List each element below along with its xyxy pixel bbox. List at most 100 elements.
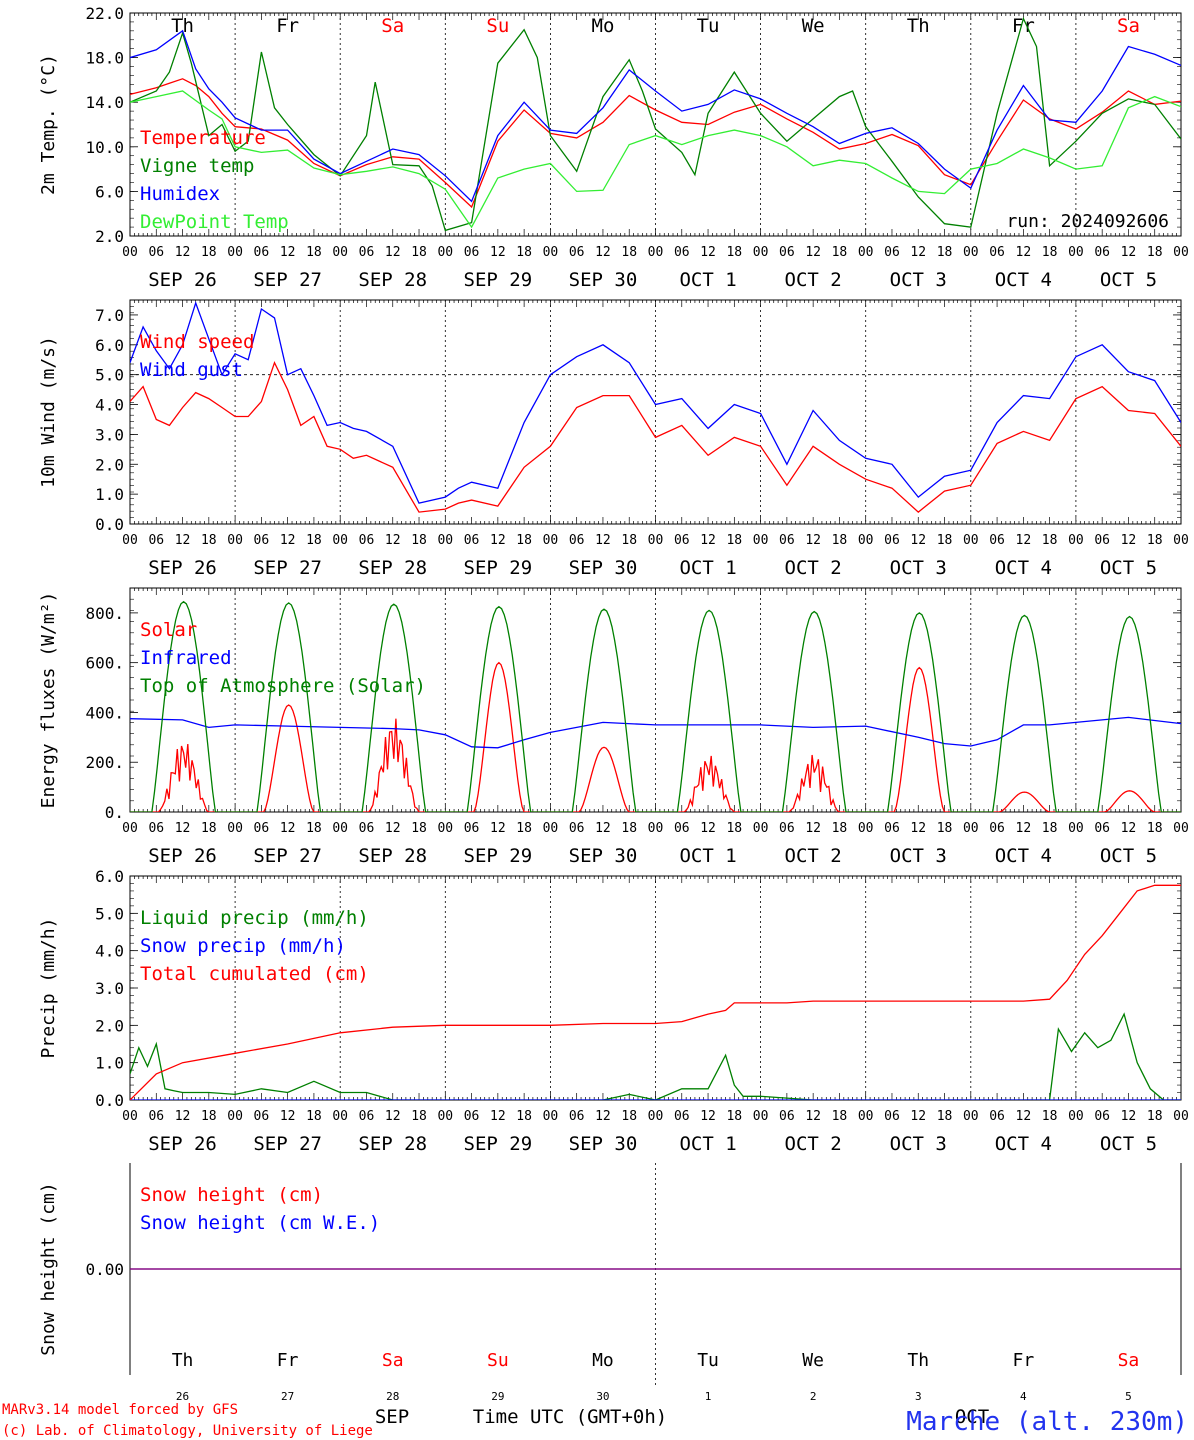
hour-label: 18 (621, 245, 637, 260)
day-of-week-label: Sa (381, 15, 404, 37)
hour-label: 00 (858, 821, 874, 836)
y-tick-label: 0. (105, 803, 124, 822)
date-label: OCT 1 (679, 1133, 736, 1155)
day-of-week-label: Su (487, 1350, 509, 1371)
legend-entry: Solar (140, 619, 197, 641)
day-of-week-label: Su (486, 15, 509, 37)
hour-label: 06 (254, 533, 270, 548)
date-label: OCT 1 (679, 557, 736, 579)
series-line-infrared (130, 716, 1181, 749)
date-label: OCT 2 (785, 269, 842, 291)
date-label: SEP 26 (148, 1133, 217, 1155)
hour-label: 00 (1068, 821, 1084, 836)
hour-label: 00 (332, 821, 348, 836)
hour-label: 06 (1094, 533, 1110, 548)
hour-label: 12 (700, 1109, 716, 1124)
hour-label: 12 (910, 533, 926, 548)
hour-label: 12 (1121, 533, 1137, 548)
y-tick-label: 5.0 (95, 904, 124, 923)
hour-label: 18 (832, 245, 848, 260)
hour-label: 18 (726, 1109, 742, 1124)
hour-label: 00 (543, 245, 559, 260)
date-label: SEP 30 (569, 269, 638, 291)
hour-label: 06 (884, 1109, 900, 1124)
series-line-vigne-temp (130, 16, 1181, 232)
panel-wind: 0.0 1.0 2.0 3.0 4.0 5.0 6.0 7.0 10m Wind (m/s) 00… (38, 299, 1189, 579)
series-line-top-of-atmosphere-solar- (130, 600, 1181, 812)
y-tick-label: 6.0 (95, 867, 124, 886)
series-group (130, 300, 1181, 513)
hour-label: 06 (779, 1109, 795, 1124)
day-number-label: 2 (810, 1390, 817, 1403)
hour-label: 00 (227, 533, 243, 548)
date-label: OCT 1 (679, 845, 736, 867)
series-line-liquid-precip-mm-h- (130, 1012, 1181, 1100)
series-line-total-cumulated-cm- (130, 884, 1181, 1100)
date-label: OCT 4 (995, 1133, 1052, 1155)
hour-label: 18 (1147, 245, 1163, 260)
hour-label: 12 (1016, 533, 1032, 548)
panel-precip: 0.0 1.0 2.0 3.0 4.0 5.0 6.0 Precip (mm/h) 00 06 12… (38, 867, 1189, 1155)
hour-label: 18 (832, 533, 848, 548)
hour-label: 12 (700, 245, 716, 260)
y-tick-label: 10.0 (85, 138, 124, 157)
day-of-week-label: Th (171, 15, 194, 37)
date-label: SEP 30 (569, 1133, 638, 1155)
hour-label: 06 (464, 245, 480, 260)
hour-label: 00 (753, 1109, 769, 1124)
day-number-label: 29 (491, 1390, 504, 1403)
date-label: OCT 3 (890, 845, 947, 867)
legend-entry: Total cumulated (cm) (140, 963, 369, 985)
hour-label: 06 (148, 821, 164, 836)
series-line-wind-gust (130, 300, 1181, 504)
hour-label: 12 (175, 821, 191, 836)
hour-label: 12 (1121, 1109, 1137, 1124)
hour-label: 18 (1042, 1109, 1058, 1124)
hour-label: 18 (201, 533, 217, 548)
hour-label: 00 (753, 533, 769, 548)
day-number-label: 3 (915, 1390, 922, 1403)
hour-label: 06 (359, 245, 375, 260)
hour-label: 00 (648, 821, 664, 836)
hour-label: 12 (280, 1109, 296, 1124)
hour-label: 00 (963, 1109, 979, 1124)
hour-label: 06 (359, 1109, 375, 1124)
date-label: SEP 29 (464, 845, 533, 867)
hour-label: 18 (201, 1109, 217, 1124)
hour-label: 00 (753, 245, 769, 260)
hour-label: 12 (595, 533, 611, 548)
hour-label: 12 (385, 821, 401, 836)
hour-label: 12 (910, 245, 926, 260)
hour-label: 12 (1016, 245, 1032, 260)
date-label: SEP 26 (148, 845, 217, 867)
legend-entry: Infrared (140, 647, 232, 669)
day-of-week-label: Fr (1013, 1350, 1035, 1371)
y-tick-label: 22.0 (85, 4, 124, 23)
legend-entry: Top of Atmosphere (Solar) (140, 675, 426, 697)
hour-label: 00 (858, 1109, 874, 1124)
hour-label: 06 (359, 821, 375, 836)
date-label: SEP 26 (148, 269, 217, 291)
hour-label: 00 (122, 245, 138, 260)
legend-entry: Snow height (cm W.E.) (140, 1212, 380, 1234)
y-tick-label: 18.0 (85, 49, 124, 68)
y-tick-label: 3.0 (95, 425, 124, 444)
hour-label: 00 (437, 245, 453, 260)
series-line-humidex (130, 29, 1181, 203)
date-label: SEP 28 (358, 557, 427, 579)
hour-label: 06 (148, 245, 164, 260)
hour-label: 00 (543, 821, 559, 836)
hour-label: 00 (122, 533, 138, 548)
y-tick-label: 4.0 (95, 396, 124, 415)
panel-snow: 0.00 Snow height (cm) Th 26 Fr 27 Sa 28 Su 29 Mo 30… (38, 1163, 1182, 1403)
hour-label: 00 (1173, 821, 1189, 836)
date-label: OCT 3 (890, 269, 947, 291)
day-number-label: 30 (596, 1390, 609, 1403)
hour-label: 06 (674, 1109, 690, 1124)
date-label: OCT 5 (1100, 1133, 1157, 1155)
date-label: SEP 29 (464, 1133, 533, 1155)
hour-label: 00 (437, 533, 453, 548)
hour-label: 18 (937, 245, 953, 260)
day-number-label: 5 (1125, 1390, 1132, 1403)
hour-label: 00 (543, 1109, 559, 1124)
